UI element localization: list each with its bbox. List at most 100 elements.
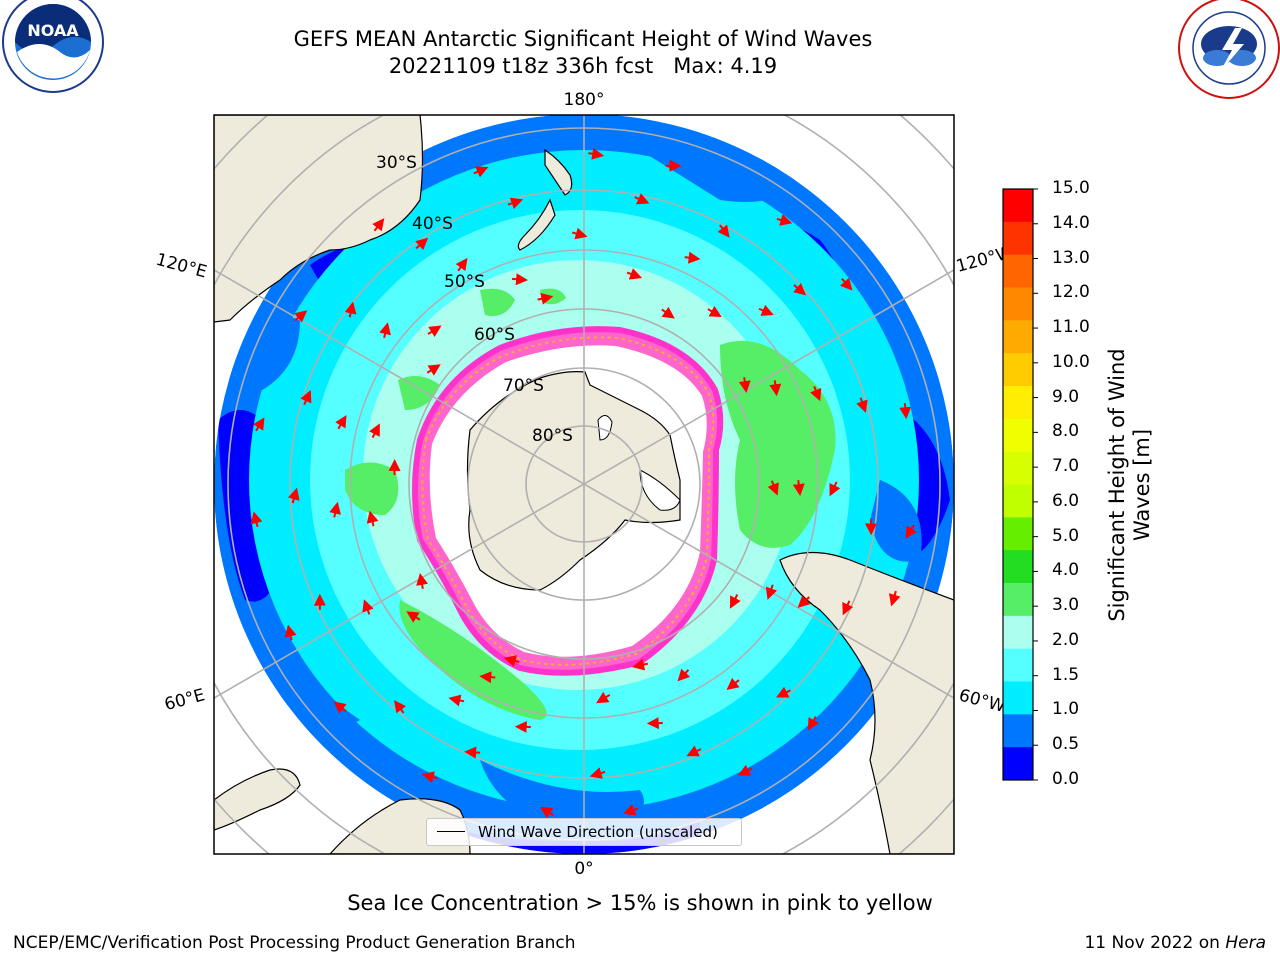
wave-direction-arrow bbox=[284, 624, 297, 641]
wave-direction-arrow bbox=[899, 403, 912, 420]
wave-direction-arrow bbox=[537, 292, 554, 305]
wave-direction-arrow bbox=[366, 510, 379, 527]
wave-direction-arrow bbox=[842, 600, 854, 616]
wave-direction-arrow bbox=[416, 573, 429, 589]
wave-direction-arrow bbox=[738, 377, 751, 394]
colorbar-tick-label: 0.5 bbox=[1052, 734, 1080, 755]
wave-direction-arrow bbox=[767, 480, 779, 496]
wave-direction-arrow bbox=[427, 325, 442, 338]
wave-direction-arrow bbox=[503, 655, 520, 667]
wave-direction-arrow bbox=[479, 671, 496, 684]
wave-direction-arrow bbox=[344, 301, 357, 318]
lon-label-60e: 60°E bbox=[162, 685, 207, 715]
wave-direction-arrow bbox=[539, 806, 555, 819]
colorbar-tick-label: 15.0 bbox=[1052, 178, 1090, 198]
wave-direction-arrow bbox=[294, 310, 308, 323]
lon-label-60w: 60°W bbox=[957, 686, 1008, 718]
wave-direction-arrow bbox=[300, 390, 312, 406]
wave-direction-arrow bbox=[333, 701, 347, 714]
wave-direction-arrow bbox=[758, 304, 774, 316]
wave-direction-arrow bbox=[253, 417, 265, 432]
wave-direction-arrow bbox=[415, 237, 429, 251]
wind-wave-arrows bbox=[250, 147, 917, 819]
wave-direction-arrow bbox=[571, 227, 588, 240]
run-date: 11 Nov 2022 on Hera bbox=[1084, 933, 1266, 953]
lon-label-120e: 120°E bbox=[154, 250, 209, 283]
wave-direction-arrow bbox=[829, 481, 841, 497]
wave-direction-arrow bbox=[455, 257, 468, 272]
legend-label: Wind Wave Direction (unscaled) bbox=[478, 823, 718, 841]
wave-direction-arrow bbox=[473, 166, 489, 178]
colorbar-tick-label: 3.0 bbox=[1052, 595, 1080, 616]
wave-direction-arrow bbox=[707, 305, 722, 318]
wave-direction-arrow bbox=[856, 397, 868, 413]
wave-direction-arrow bbox=[362, 599, 374, 615]
colorbar-band bbox=[1003, 615, 1033, 650]
colorbar-tick-label: 11.0 bbox=[1052, 317, 1090, 338]
continents bbox=[214, 115, 954, 854]
map-title-line-2: 20221109 t18z 336h fcst Max: 4.19 bbox=[388, 54, 778, 78]
lat-label-60s: 60°S bbox=[474, 325, 515, 345]
wave-direction-arrow bbox=[807, 716, 819, 731]
colorbar-tick-label: 1.5 bbox=[1052, 664, 1080, 685]
wave-direction-arrow bbox=[684, 251, 701, 264]
wave-direction-arrow bbox=[588, 147, 605, 160]
colorbar-band bbox=[1003, 583, 1033, 617]
wave-direction-arrow bbox=[793, 282, 807, 296]
lat-label-30s: 30°S bbox=[376, 153, 417, 173]
wave-direction-arrow bbox=[448, 694, 465, 707]
colorbar-band bbox=[1003, 484, 1033, 518]
wave-direction-arrow bbox=[677, 668, 691, 682]
colorbar-band bbox=[1003, 287, 1033, 321]
colorbar-tick-label: 5.0 bbox=[1052, 525, 1080, 546]
colorbar-tick-label: 9.0 bbox=[1052, 386, 1080, 407]
wave-direction-arrow bbox=[634, 193, 650, 205]
colorbar-tick-label: 4.0 bbox=[1052, 560, 1080, 581]
colorbar-band bbox=[1003, 386, 1033, 420]
wave-direction-arrow bbox=[840, 277, 853, 291]
wave-direction-arrow bbox=[810, 386, 822, 402]
colorbar-tick-label: 14.0 bbox=[1052, 212, 1090, 233]
noaa-logo-icon: NOAA bbox=[2, 0, 104, 93]
wave-direction-arrow bbox=[776, 686, 791, 698]
wave-direction-arrow bbox=[686, 745, 702, 757]
colorbar-tick-label: 10.0 bbox=[1052, 351, 1090, 372]
colorbar-tick-label: 12.0 bbox=[1052, 282, 1090, 303]
sea-ice-note: Sea Ice Concentration > 15% is shown in … bbox=[347, 891, 933, 915]
legend-line-swatch bbox=[437, 831, 465, 832]
wave-direction-arrow bbox=[393, 700, 406, 714]
lat-label-40s: 40°S bbox=[412, 214, 453, 234]
colorbar-band bbox=[1003, 648, 1033, 682]
wave-direction-arrow bbox=[372, 218, 385, 232]
lon-label-180: 180° bbox=[564, 90, 605, 110]
wave-direction-arrow bbox=[426, 364, 441, 376]
wave-direction-arrow bbox=[406, 611, 421, 623]
machine-name: Hera bbox=[1225, 933, 1266, 953]
wave-direction-arrow bbox=[596, 691, 611, 704]
wave-direction-arrow bbox=[369, 423, 380, 439]
lat-label-80s: 80°S bbox=[532, 426, 573, 446]
wave-direction-arrow bbox=[717, 224, 730, 238]
colorbar-band bbox=[1003, 418, 1033, 453]
wave-direction-arrow bbox=[511, 273, 529, 286]
wave-direction-arrow bbox=[421, 771, 438, 783]
colorbar-title-line-1: Significant Height of Wind bbox=[1105, 348, 1129, 622]
wave-direction-arrow bbox=[329, 501, 341, 518]
colorbar-band bbox=[1003, 550, 1033, 584]
wave-direction-arrow bbox=[379, 322, 391, 339]
wave-direction-arrow bbox=[792, 479, 805, 496]
colorbar-tick-label: 8.0 bbox=[1052, 421, 1080, 442]
wave-direction-arrow bbox=[626, 268, 643, 280]
colorbar-tick-label: 13.0 bbox=[1052, 247, 1090, 268]
wave-direction-arrow bbox=[507, 197, 524, 209]
map-title-line-1: GEFS MEAN Antarctic Significant Height o… bbox=[293, 27, 873, 51]
wave-direction-arrow bbox=[250, 511, 263, 528]
colorbar-title-line-2: Waves [m] bbox=[1130, 428, 1154, 542]
colorbar-band bbox=[1003, 517, 1033, 551]
colorbar-band bbox=[1003, 681, 1033, 715]
wave-direction-arrow bbox=[632, 658, 648, 671]
wave-direction-arrow bbox=[797, 595, 811, 608]
lat-label-70s: 70°S bbox=[503, 376, 544, 396]
colorbar bbox=[1002, 188, 1038, 781]
